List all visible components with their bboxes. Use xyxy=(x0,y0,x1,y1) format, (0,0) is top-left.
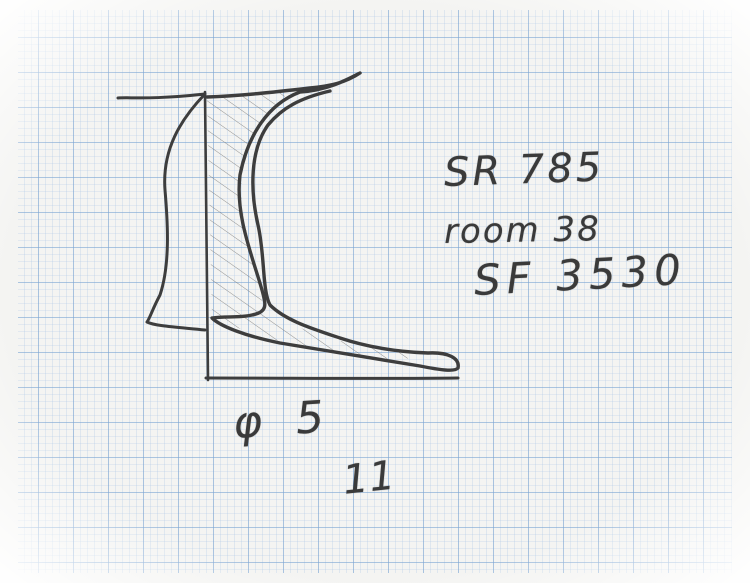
sherd-reference-label: SR 785 xyxy=(443,144,605,196)
axis-vertical-line xyxy=(203,90,210,382)
section-hatching xyxy=(207,90,420,360)
section-profile-line xyxy=(205,71,460,372)
vessel-profile-drawing xyxy=(116,71,460,382)
figure-number-label: 11 xyxy=(340,452,399,504)
diameter-label: φ 5 xyxy=(231,391,336,449)
room-label: room 38 xyxy=(443,209,602,252)
exterior-wall-line xyxy=(116,92,207,332)
